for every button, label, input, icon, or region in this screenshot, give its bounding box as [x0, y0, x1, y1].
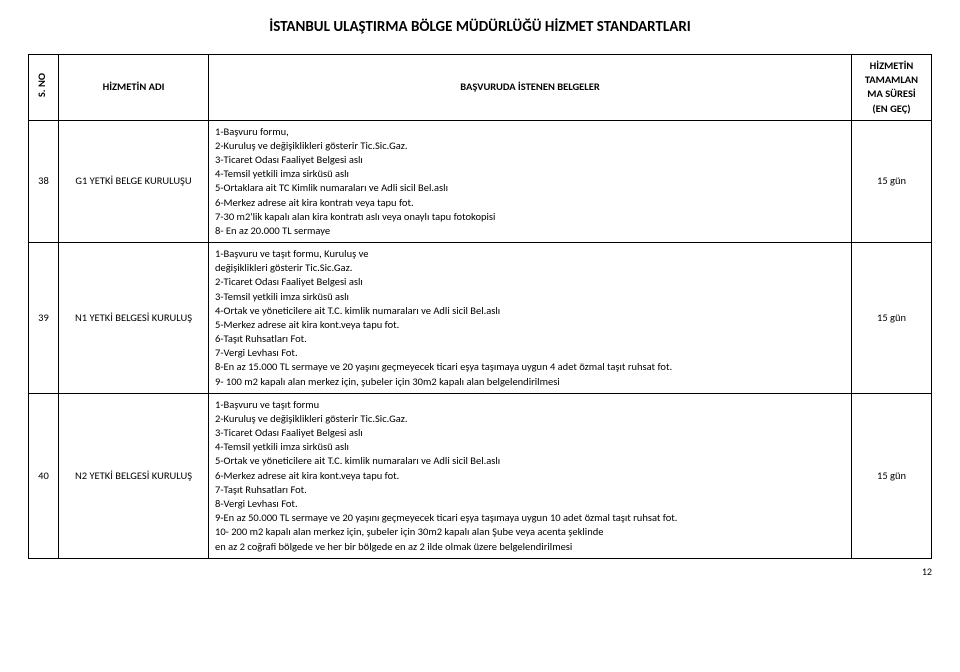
doc-line: 1-Başvuru ve taşıt formu: [215, 398, 845, 412]
doc-line: 8-Vergi Levhası Fot.: [215, 497, 845, 511]
duration-header-l3: MA SÜRESİ: [867, 87, 915, 100]
doc-line: 2-Kuruluş ve değişiklikleri gösterir Tic…: [215, 412, 845, 426]
page-number: 12: [28, 565, 932, 578]
doc-line: 4-Ortak ve yöneticilere ait T.C. kimlik …: [215, 304, 845, 318]
doc-line: 5-Ortak ve yöneticilere ait T.C. kimlik …: [215, 454, 845, 468]
doc-line: 5-Merkez adrese ait kira kont.veya tapu …: [215, 318, 845, 332]
col-header-no-text: S. NO: [35, 73, 52, 97]
duration-header-l2: TAMAMLAN: [865, 73, 918, 86]
table-row: 38G1 YETKİ BELGE KURULUŞU1-Başvuru formu…: [29, 120, 932, 242]
doc-line: 8-En az 15.000 TL sermaye ve 20 yaşını g…: [215, 360, 845, 374]
cell-no: 38: [29, 120, 59, 242]
cell-no: 40: [29, 393, 59, 558]
cell-service-name: G1 YETKİ BELGE KURULUŞU: [59, 120, 209, 242]
col-header-docs: BAŞVURUDA İSTENEN BELGELER: [209, 55, 852, 121]
cell-no: 39: [29, 243, 59, 394]
standards-table: S. NO HİZMETİN ADI BAŞVURUDA İSTENEN BEL…: [28, 54, 932, 559]
col-header-duration: HİZMETİN TAMAMLAN MA SÜRESİ (EN GEÇ): [852, 55, 932, 121]
table-header-row: S. NO HİZMETİN ADI BAŞVURUDA İSTENEN BEL…: [29, 55, 932, 121]
cell-documents: 1-Başvuru ve taşıt formu, Kuruluş vedeği…: [209, 243, 852, 394]
doc-line: 9- 100 m2 kapalı alan merkez için, şubel…: [215, 375, 845, 389]
doc-line: 9-En az 50.000 TL sermaye ve 20 yaşını g…: [215, 511, 845, 525]
doc-line: 2-Kuruluş ve değişiklikleri gösterir Tic…: [215, 139, 845, 153]
doc-line: 10- 200 m2 kapalı alan merkez için, şube…: [215, 525, 845, 539]
doc-line: 7-Taşıt Ruhsatları Fot.: [215, 483, 845, 497]
cell-service-name: N2 YETKİ BELGESİ KURULUŞ: [59, 393, 209, 558]
doc-line: 6-Taşıt Ruhsatları Fot.: [215, 332, 845, 346]
doc-line: en az 2 coğrafi bölgede ve her bir bölge…: [215, 540, 845, 554]
cell-duration: 15 gün: [852, 120, 932, 242]
doc-line: 4-Temsil yetkili imza sirküsü aslı: [215, 167, 845, 181]
col-header-name: HİZMETİN ADI: [59, 55, 209, 121]
cell-documents: 1-Başvuru formu, 2-Kuruluş ve değişiklik…: [209, 120, 852, 242]
cell-documents: 1-Başvuru ve taşıt formu2-Kuruluş ve değ…: [209, 393, 852, 558]
doc-line: 3-Ticaret Odası Faaliyet Belgesi aslı: [215, 153, 845, 167]
doc-line: 4-Temsil yetkili imza sirküsü aslı: [215, 440, 845, 454]
cell-duration: 15 gün: [852, 243, 932, 394]
page-title: İSTANBUL ULAŞTIRMA BÖLGE MÜDÜRLÜĞÜ HİZME…: [28, 18, 932, 36]
table-row: 39N1 YETKİ BELGESİ KURULUŞ1-Başvuru ve t…: [29, 243, 932, 394]
doc-line: değişiklikleri gösterir Tic.Sic.Gaz.: [215, 261, 845, 275]
doc-line: 8- En az 20.000 TL sermaye: [215, 224, 845, 238]
duration-header-l4: (EN GEÇ): [872, 102, 910, 115]
doc-line: 6-Merkez adrese ait kira kont.veya tapu …: [215, 469, 845, 483]
doc-line: 3-Temsil yetkili imza sirküsü aslı: [215, 290, 845, 304]
table-row: 40N2 YETKİ BELGESİ KURULUŞ1-Başvuru ve t…: [29, 393, 932, 558]
col-header-no: S. NO: [29, 55, 59, 121]
duration-header-l1: HİZMETİN: [870, 59, 914, 72]
doc-line: 6-Merkez adrese ait kira kontratı veya t…: [215, 196, 845, 210]
cell-duration: 15 gün: [852, 393, 932, 558]
cell-service-name: N1 YETKİ BELGESİ KURULUŞ: [59, 243, 209, 394]
doc-line: 1-Başvuru formu,: [215, 125, 845, 139]
doc-line: 7-30 m2'lik kapalı alan kira kontratı as…: [215, 210, 845, 224]
doc-line: 1-Başvuru ve taşıt formu, Kuruluş ve: [215, 247, 845, 261]
doc-line: 2-Ticaret Odası Faaliyet Belgesi aslı: [215, 275, 845, 289]
doc-line: 3-Ticaret Odası Faaliyet Belgesi aslı: [215, 426, 845, 440]
doc-line: 7-Vergi Levhası Fot.: [215, 346, 845, 360]
doc-line: 5-Ortaklara ait TC Kimlik numaraları ve …: [215, 181, 845, 195]
